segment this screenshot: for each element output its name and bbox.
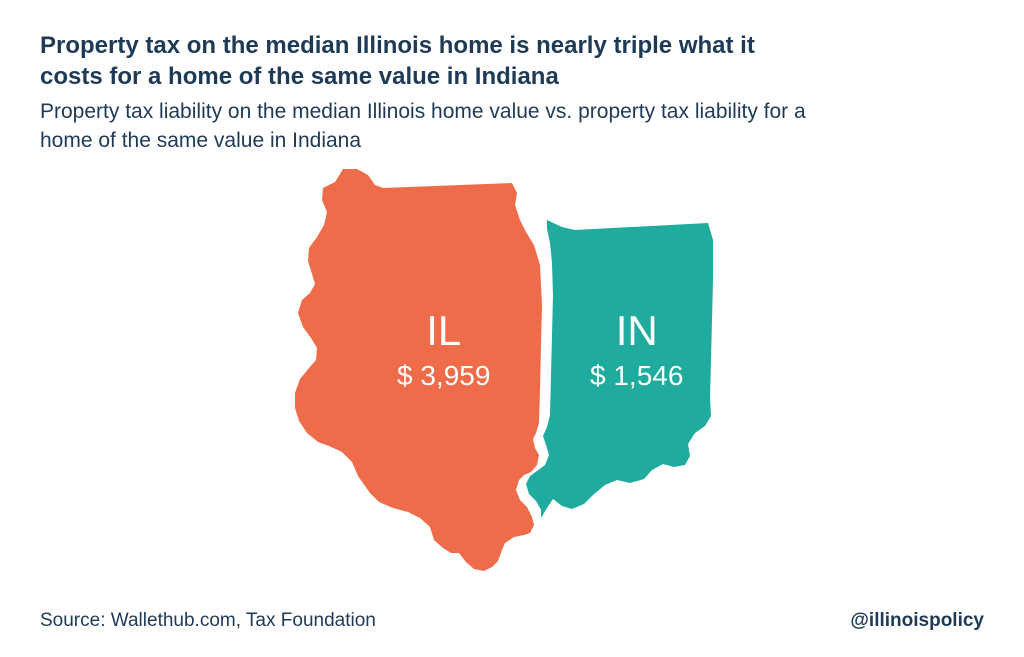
indiana-value: $ 1,546 [590,360,683,392]
states-map-svg [262,155,762,575]
chart-subtitle: Property tax liability on the median Ill… [40,98,860,155]
illinois-value: $ 3,959 [397,360,490,392]
illinois-abbr: IL [397,310,490,352]
indiana-label: IN $ 1,546 [590,310,683,392]
source-text: Source: Wallethub.com, Tax Foundation [40,610,376,632]
map-wrap: IL $ 3,959 IN $ 1,546 [262,155,762,580]
map-area: IL $ 3,959 IN $ 1,546 [0,155,1024,580]
indiana-abbr: IN [590,310,683,352]
footer: Source: Wallethub.com, Tax Foundation @i… [40,610,984,632]
chart-title: Property tax on the median Illinois home… [40,30,800,92]
attribution-handle: @illinoispolicy [850,610,984,632]
illinois-label: IL $ 3,959 [397,310,490,392]
